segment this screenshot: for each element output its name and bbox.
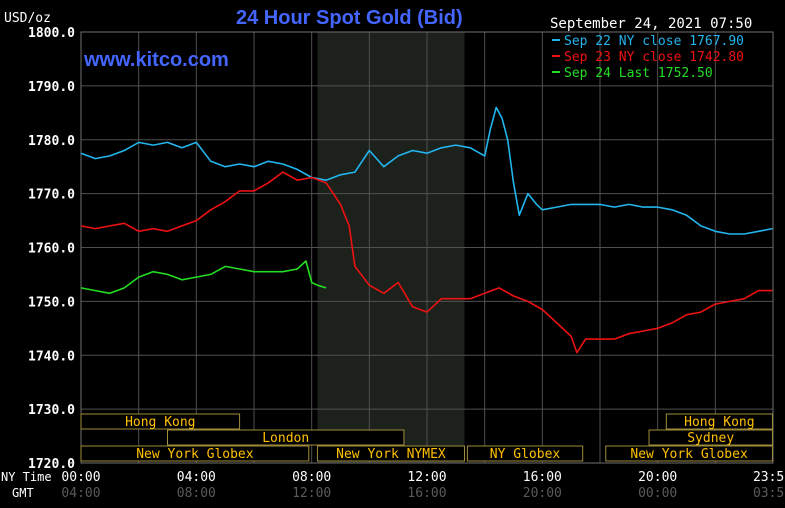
watermark-text: www.kitco.com xyxy=(83,49,229,71)
y-tick-label: 1730.0 xyxy=(28,403,75,418)
x-tick-label-ny: 08:00 xyxy=(292,470,331,485)
x-tick-label-ny: 20:00 xyxy=(638,470,677,485)
y-axis-ticks: 1800.0 1790.0 1780.0 1770.0 1760.0 1750.0 1740… xyxy=(28,26,75,472)
x-tick-label-gmt: 08:00 xyxy=(177,486,216,501)
session-label: New York Globex xyxy=(630,447,748,462)
session-bar xyxy=(466,445,584,462)
legend-sep24: Sep 24 Last 1752.50 xyxy=(564,66,713,81)
session-label: Hong Kong xyxy=(125,415,195,430)
x-tick-label-ny: 12:00 xyxy=(407,470,446,485)
session-label: New York NYMEX xyxy=(336,447,446,462)
y-tick-label: 1800.0 xyxy=(28,26,75,41)
session-bar xyxy=(316,445,465,462)
session-label: NY Globex xyxy=(490,447,561,462)
legend-sep23: Sep 23 NY close 1742.80 xyxy=(564,50,744,65)
x-tick-label-gmt: 12:00 xyxy=(292,486,331,501)
session-bar xyxy=(80,413,241,430)
series-line-2 xyxy=(80,260,327,295)
series-line-0 xyxy=(80,106,773,235)
chart-title: 24 Hour Spot Gold (Bid) xyxy=(236,7,463,29)
x-tick-label-gmt: 16:00 xyxy=(407,486,446,501)
session-bar xyxy=(648,429,773,446)
plot-border xyxy=(80,31,774,464)
x-row2-label: GMT xyxy=(12,486,34,500)
legend: Sep 22 NY close 1767.90 Sep 23 NY close … xyxy=(552,34,744,81)
x-tick-label-ny: 16:00 xyxy=(523,470,562,485)
x-tick-label-ny: 00:00 xyxy=(61,470,100,485)
session-bar xyxy=(167,429,405,446)
y-tick-label: 1750.0 xyxy=(28,295,75,310)
x-tick-label-gmt: 20:00 xyxy=(523,486,562,501)
series-lines xyxy=(80,106,773,354)
session-label: Sydney xyxy=(687,431,734,446)
session-label: London xyxy=(262,431,309,446)
x-row1-label: NY Time xyxy=(1,470,52,484)
x-tick-label-ny: 23:59 xyxy=(753,470,785,485)
session-label: New York Globex xyxy=(136,447,254,462)
grid-lines xyxy=(80,31,774,464)
y-tick-label: 1770.0 xyxy=(28,188,75,203)
date-label: September 24, 2021 07:50 xyxy=(550,16,752,32)
session-bars: Hong Kong London New York Globex New York N… xyxy=(80,413,773,462)
session-label: Hong Kong xyxy=(684,415,754,430)
y-tick-label: 1790.0 xyxy=(28,80,75,95)
y-tick-label: 1760.0 xyxy=(28,242,75,257)
x-tick-label-ny: 04:00 xyxy=(177,470,216,485)
session-bar xyxy=(80,445,310,462)
y-tick-label: 1720.0 xyxy=(28,457,75,472)
y-tick-label: 1740.0 xyxy=(28,349,75,364)
x-tick-label-gmt: 04:00 xyxy=(61,486,100,501)
unit-label: USD/oz xyxy=(4,11,51,26)
x-tick-label-gmt: 03:59 xyxy=(753,486,785,501)
x-axis-ticks: 00:0004:0004:0008:0008:0012:0012:0016:00… xyxy=(61,470,785,501)
x-tick-label-gmt: 00:00 xyxy=(638,486,677,501)
y-tick-label: 1780.0 xyxy=(28,134,75,149)
session-bar xyxy=(605,445,773,462)
session-bar xyxy=(665,413,773,430)
series-line-1 xyxy=(80,171,773,354)
legend-sep22: Sep 22 NY close 1767.90 xyxy=(564,34,744,49)
